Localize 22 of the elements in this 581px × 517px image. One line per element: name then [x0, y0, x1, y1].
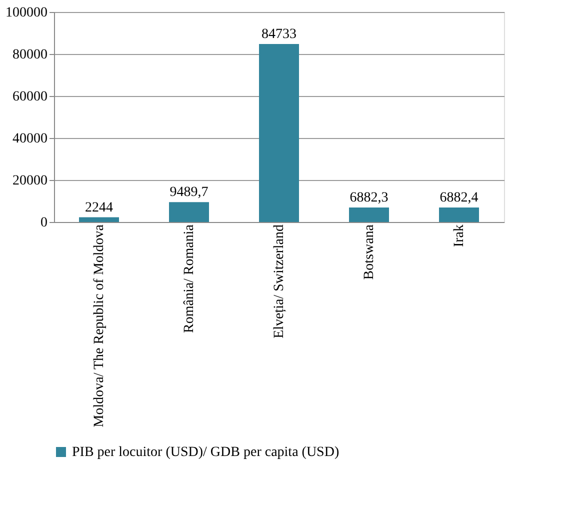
x-tick-label: România/ Romania	[182, 224, 197, 333]
x-tick-label: Botswana	[362, 224, 377, 280]
bar	[349, 208, 389, 222]
y-tick-label: 60000	[12, 90, 48, 104]
y-tick-label: 100000	[6, 6, 48, 20]
y-tick-label: 0	[40, 216, 48, 230]
legend-label: PIB per locuitor (USD)/ GDB per capita (USD)	[72, 445, 340, 460]
x-tick-label: Irak	[452, 224, 467, 248]
bar	[439, 208, 479, 222]
y-tick-label: 80000	[12, 48, 48, 62]
text: 84733	[262, 27, 296, 42]
bar	[169, 202, 209, 222]
text: 2244	[85, 200, 113, 216]
y-tick-label: 40000	[12, 132, 48, 146]
x-tick-label: Moldova/ The Republic of Moldova	[92, 224, 107, 428]
text: 6882,4	[440, 190, 478, 206]
x-tick-label: Elveția/ Switzerland	[272, 224, 287, 338]
bar	[79, 217, 119, 222]
y-tick-label: 20000	[12, 174, 48, 188]
text: 6882,3	[350, 190, 388, 206]
bar	[259, 44, 299, 222]
text: 9489,7	[170, 185, 208, 200]
